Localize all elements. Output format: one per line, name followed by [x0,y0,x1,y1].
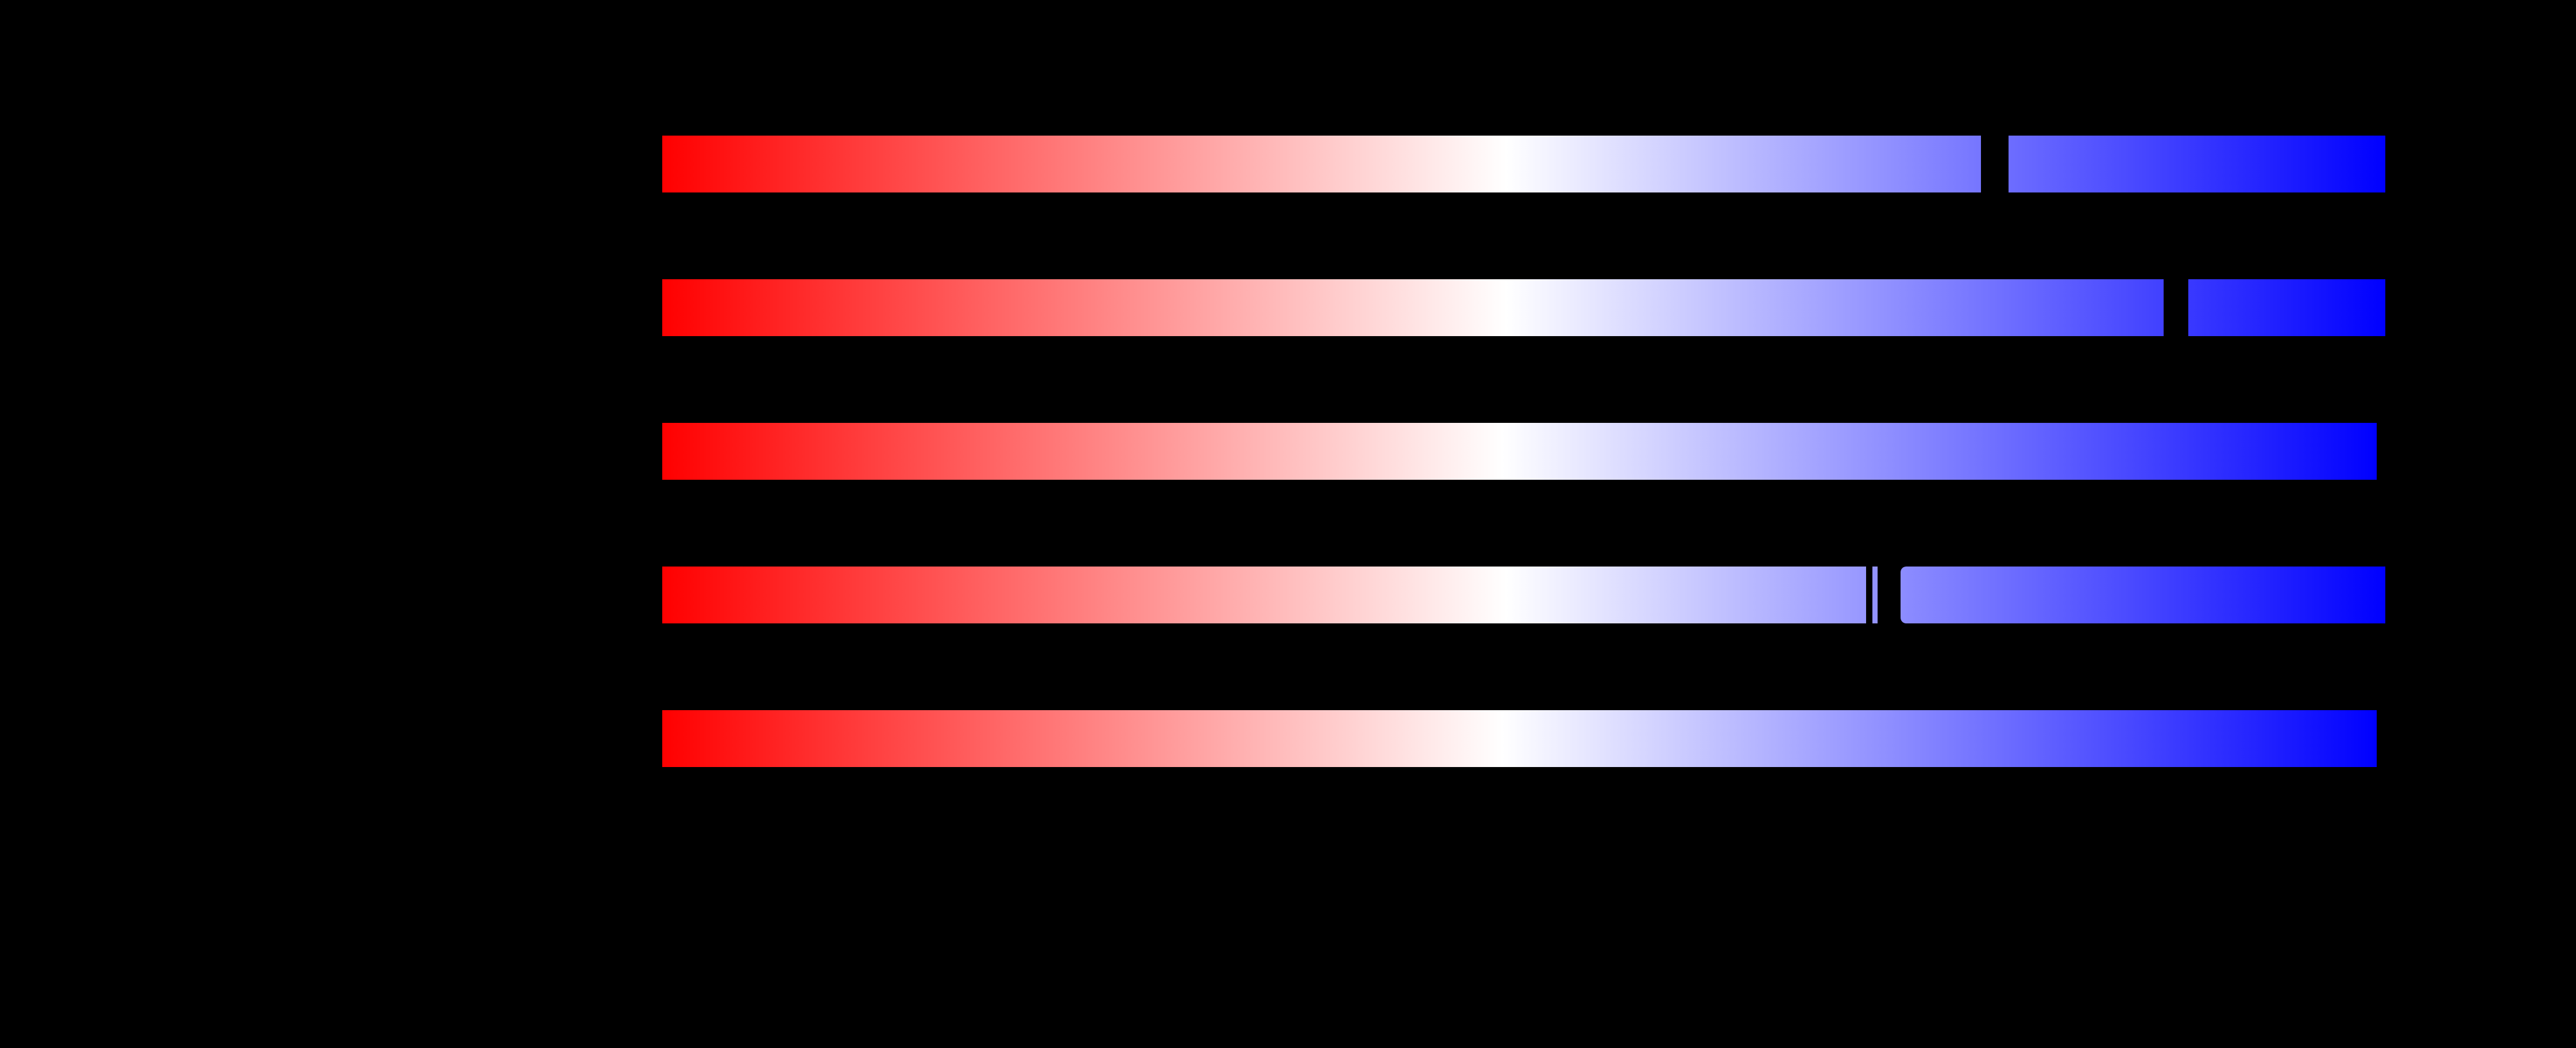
gradient-bar-row-3 [662,423,2377,480]
gradient-bar-segment [662,423,2377,480]
gradient-bar-row-2 [662,279,2385,336]
gradient-bar-row-1 [662,136,2385,192]
gradient-bar-segment [662,279,2164,336]
gradient-bar-segment [2188,279,2385,336]
gradient-bar-segment [662,567,1866,623]
gradient-bar-segment [1901,567,2385,623]
gradient-bar-segment [1872,567,1878,623]
gradient-bar-segment [662,710,2377,767]
gradient-bar-row-4 [662,567,2385,623]
gradient-bar-row-5 [662,710,2377,767]
gradient-bar-segment [662,136,1981,192]
gradient-bar-segment [2009,136,2385,192]
